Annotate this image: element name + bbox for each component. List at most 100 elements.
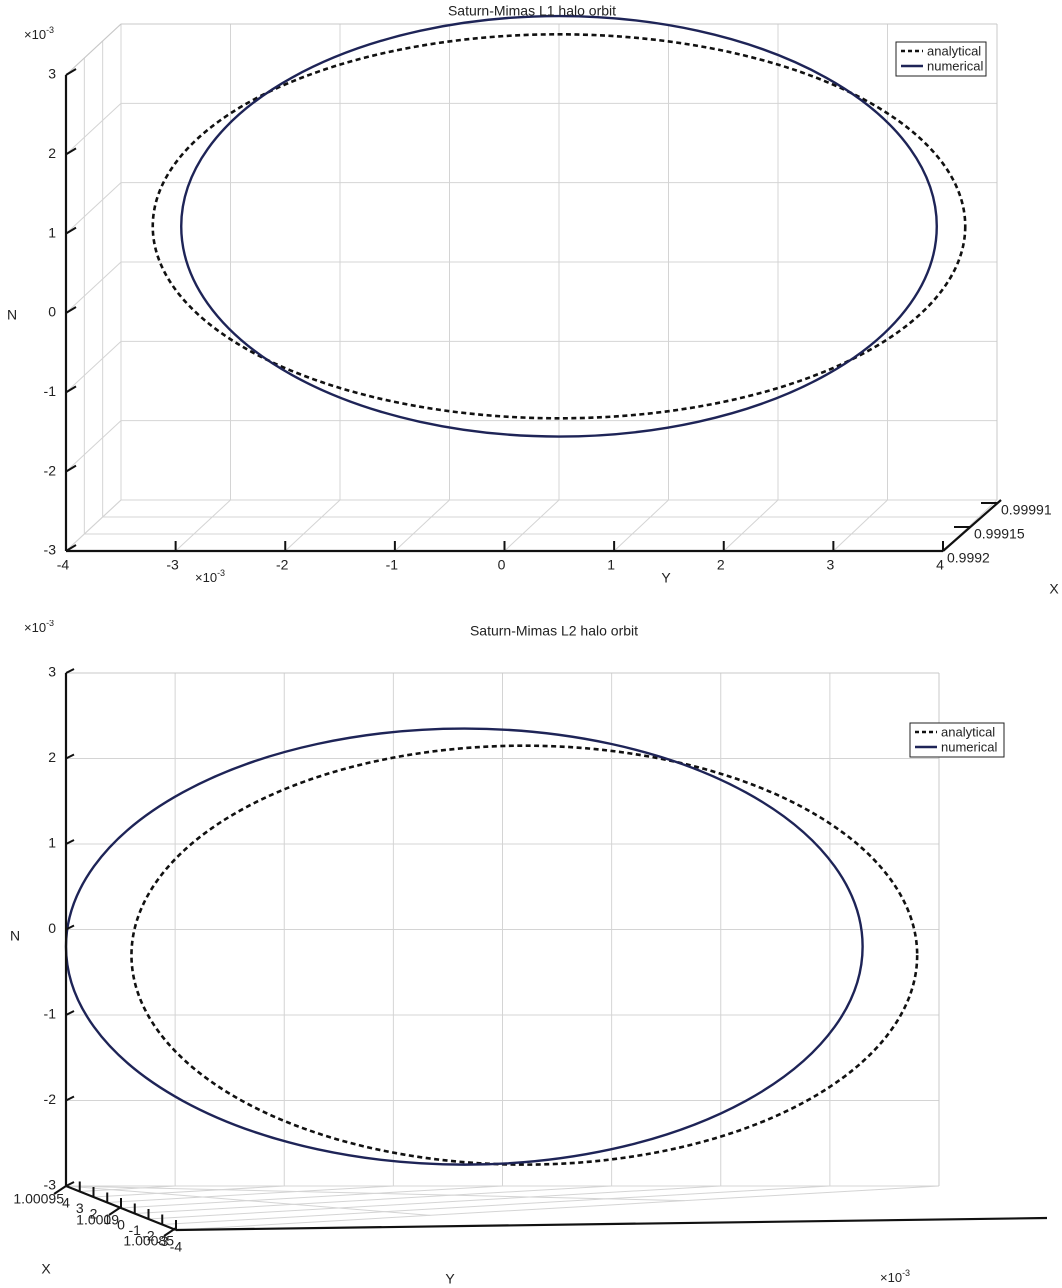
orbit-analytical-line xyxy=(130,744,919,1166)
y-tick-label: 3 xyxy=(826,557,834,573)
x-tick-label: 0.99991 xyxy=(1001,502,1052,518)
n-tick-label: 1 xyxy=(48,835,56,851)
floor-grid-line xyxy=(120,1185,503,1209)
x-tick-mark xyxy=(108,1206,122,1216)
n-tick-label: -2 xyxy=(44,462,57,478)
floor-grid-line xyxy=(284,499,341,552)
y-scale-label: ×10-3 xyxy=(880,1268,910,1285)
floor-grid-line xyxy=(833,499,888,552)
n-tick-mark xyxy=(65,544,77,552)
y-tick-label: -2 xyxy=(276,557,289,573)
floor-grid-line xyxy=(65,1185,685,1202)
floor-grid-line xyxy=(134,1185,612,1214)
n-tick-mark xyxy=(65,753,75,760)
floor-grid-line xyxy=(65,1185,431,1216)
floor-grid-line xyxy=(93,1185,285,1198)
y-tick-label: -2 xyxy=(142,1228,155,1244)
legend-label-numerical: numerical xyxy=(941,739,997,754)
x-tick-label: 1.00095 xyxy=(13,1191,64,1207)
box-side-edge xyxy=(65,23,122,76)
y-tick-label: 0 xyxy=(498,557,506,573)
n-tick-label: -1 xyxy=(44,1006,57,1022)
floor-grid-line xyxy=(162,1185,830,1225)
y-tick-label: 1 xyxy=(103,1211,111,1227)
n-axis-label: N xyxy=(7,307,17,323)
n-tick-label: 0 xyxy=(48,304,56,320)
x-axis-label: X xyxy=(1049,581,1059,597)
chart-panel-l2: 3 2 1 0 -1 -2 -3 4 3 2 1 0 -1 -2 -3 -4 1.00095 1.0009 1.00… xyxy=(0,620,1062,1288)
n-tick-label: -3 xyxy=(44,542,57,558)
n-tick-label: -3 xyxy=(44,1177,57,1193)
n-scale-label: ×10-3 xyxy=(24,620,54,635)
n-tick-mark xyxy=(65,1181,75,1187)
y-tick-label: 0 xyxy=(117,1217,125,1233)
x-tick-mark xyxy=(163,1227,177,1237)
y-tick-label: 2 xyxy=(90,1206,98,1222)
n-scale-label: ×10-3 xyxy=(24,25,54,42)
y-tick-label: 4 xyxy=(62,1195,70,1211)
x-tick-label: 0.99915 xyxy=(974,526,1025,542)
y-tick-label: 3 xyxy=(76,1200,84,1216)
n-tick-mark xyxy=(65,306,77,314)
y-tick-label: -1 xyxy=(386,557,399,573)
n-tick-mark xyxy=(65,147,77,156)
x-axis-label: X xyxy=(41,1261,51,1277)
n-tick-mark xyxy=(65,839,75,845)
n-tick-label: 1 xyxy=(48,224,56,240)
n-tick-label: 3 xyxy=(48,66,56,82)
chart-title: Saturn-Mimas L2 halo orbit xyxy=(470,623,638,639)
floor-grid-line xyxy=(394,499,450,552)
y-tick-label: -3 xyxy=(156,1233,169,1249)
y-tick-label: 2 xyxy=(717,557,725,573)
floor-grid-line xyxy=(79,1185,176,1192)
x-axis-line xyxy=(175,1216,1048,1232)
y-tick-label: -3 xyxy=(166,557,179,573)
floor-grid-line xyxy=(107,1185,394,1203)
n-axis-label: N xyxy=(10,928,20,944)
floor-grid-line xyxy=(504,499,560,552)
y-tick-label: -4 xyxy=(170,1239,183,1255)
y-axis-label: Y xyxy=(445,1271,455,1287)
y-tick-label: 4 xyxy=(936,557,944,573)
floor-grid-line xyxy=(613,499,669,552)
floor-grid-line xyxy=(175,1185,940,1231)
y-scale-label: ×10-3 xyxy=(195,568,225,585)
y-tick-label: -4 xyxy=(57,557,70,573)
y-tick-label: -1 xyxy=(129,1222,142,1238)
legend-label-analytical: analytical xyxy=(927,43,981,58)
legend-label-analytical: analytical xyxy=(941,724,995,739)
x-tick-label: 0.9992 xyxy=(947,550,990,566)
y-tick-label: 1 xyxy=(607,557,615,573)
side-grid-line xyxy=(65,261,122,314)
chart-panel-l1: 3 2 1 0 -1 -2 -3 -4 -3 -2 -1 0 1 2 3 4 0.99991 0.99915 0.9… xyxy=(0,0,1062,620)
floor-grid-line xyxy=(65,499,122,552)
n-tick-label: 2 xyxy=(48,145,56,161)
n-tick-mark xyxy=(65,668,75,674)
orbit-analytical-line xyxy=(151,33,967,420)
side-grid-line xyxy=(65,420,122,473)
n-tick-mark xyxy=(65,1010,75,1016)
y-axis-label: Y xyxy=(661,570,671,586)
floor-grid-line xyxy=(175,499,231,552)
n-tick-label: -2 xyxy=(44,1091,57,1107)
orbit-numerical-line xyxy=(64,727,864,1166)
side-grid-line xyxy=(65,102,122,155)
n-tick-mark xyxy=(65,1095,75,1102)
n-tick-mark xyxy=(65,464,77,473)
x-axis-line xyxy=(942,499,1002,552)
floor-grid-line xyxy=(723,499,779,552)
legend-box xyxy=(909,722,1005,758)
x-tick-label: 1.0009 xyxy=(76,1212,119,1228)
n-tick-label: 0 xyxy=(48,920,56,936)
n-tick-label: 3 xyxy=(48,664,56,680)
n-tick-mark xyxy=(65,924,75,931)
legend-label-numerical: numerical xyxy=(927,58,983,73)
n-tick-mark xyxy=(65,385,77,394)
legend-box xyxy=(895,41,987,77)
